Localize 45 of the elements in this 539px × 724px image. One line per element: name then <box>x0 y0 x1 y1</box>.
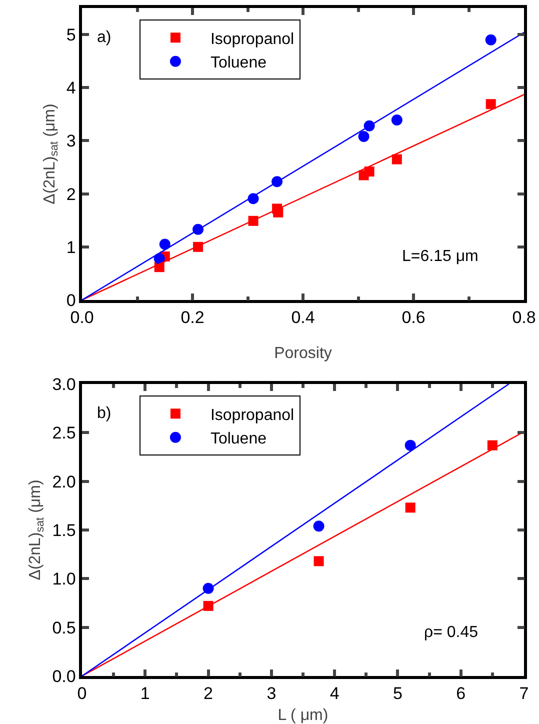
y-tick-label: 4 <box>66 78 76 98</box>
x-axis-title: Porosity <box>274 345 332 362</box>
annotation: L=6.15 μm <box>402 248 478 265</box>
x-tick-label: 0.8 <box>512 308 536 328</box>
point <box>314 556 324 566</box>
legend-label: Toluene <box>210 54 267 72</box>
y-tick-label: 2.5 <box>52 424 76 443</box>
point <box>485 34 496 46</box>
x-tick-label: 2 <box>204 684 214 704</box>
y-tick-label: 0.5 <box>52 618 76 638</box>
y-tick-label: 2 <box>66 184 76 204</box>
point <box>405 502 416 513</box>
x-tick-label: 1 <box>140 684 150 704</box>
y-tick-label: 2.0 <box>52 472 76 492</box>
point <box>404 440 416 451</box>
x-axis-title: L ( μm) <box>278 707 328 724</box>
y-tick-label: 0 <box>66 290 76 310</box>
point <box>159 238 170 250</box>
x-tick-label: 0.6 <box>402 308 426 328</box>
annotation: b) <box>97 405 112 422</box>
legend-label: Isopropanol <box>210 30 294 48</box>
point <box>392 154 402 164</box>
legend-label: Toluene <box>210 430 267 448</box>
point <box>358 130 370 142</box>
x-tick-label: 6 <box>456 684 466 704</box>
point <box>391 114 402 126</box>
point <box>313 520 324 532</box>
y-tick-label: 1.0 <box>52 570 76 589</box>
x-tick-label: 5 <box>392 684 402 704</box>
x-tick-label: 4 <box>330 684 340 704</box>
y-tick-label: 1 <box>66 238 76 257</box>
annotation: a) <box>97 29 112 46</box>
x-tick-label: 0.2 <box>180 308 204 328</box>
x-tick-label: 3 <box>266 684 276 704</box>
annotation: ρ= 0.45 <box>424 624 478 641</box>
y-tick-label: 3.0 <box>52 374 76 394</box>
x-tick-label: 0.4 <box>291 308 315 328</box>
x-tick-label: 7 <box>519 684 529 704</box>
point <box>364 166 374 177</box>
y-tick-label: 1.5 <box>52 520 76 540</box>
legend-label: Isopropanol <box>210 406 294 424</box>
y-tick-label: 5 <box>66 26 76 44</box>
point <box>486 99 496 110</box>
y-tick-label: 0.0 <box>52 666 76 686</box>
y-tick-label: 3 <box>66 132 76 151</box>
